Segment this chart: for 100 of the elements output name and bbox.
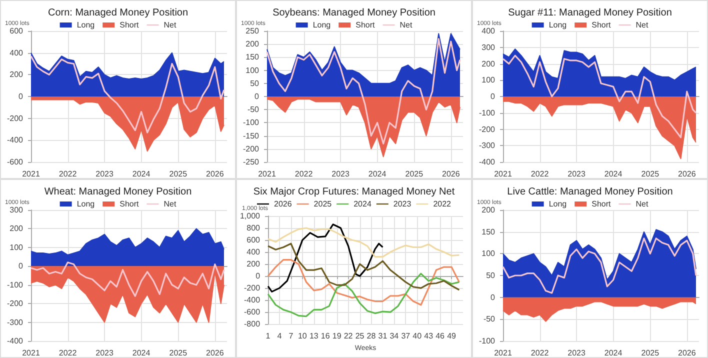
y-tick-label: 150: [482, 227, 496, 236]
legend-label: Net: [164, 20, 177, 30]
line-series: [267, 227, 460, 258]
x-tick-label: 2021: [494, 170, 512, 178]
x-tick-label: 40: [412, 332, 422, 341]
legend-label: 2023: [393, 200, 412, 208]
x-tick-label: 2024: [368, 170, 387, 178]
x-tick-label: 2021: [22, 348, 40, 358]
chart-title: Soybeans: Managed Money Position: [272, 8, 436, 18]
line-series: [267, 242, 460, 291]
y-tick-label: -100: [6, 280, 24, 290]
legend-label: Short: [120, 20, 140, 30]
x-tick-label: 2023: [96, 348, 114, 358]
x-tick-label: 19: [332, 332, 342, 341]
y-tick-label: 400: [10, 48, 24, 58]
line-series: [30, 55, 225, 134]
y-tick-label: -300: [478, 141, 496, 150]
x-tick-label: 22: [344, 332, 354, 341]
legend-label: Long: [548, 200, 567, 208]
y-tick-label: -100: [478, 336, 496, 346]
y-tick-label: -200: [242, 144, 260, 154]
line-series: [502, 54, 697, 138]
line-series: [267, 259, 460, 306]
x-tick-label: 1: [266, 332, 271, 341]
line-series: [30, 262, 225, 297]
x-tick-label: 46: [436, 332, 446, 341]
legend-label: Net: [636, 200, 649, 208]
legend-label: Long: [548, 20, 567, 30]
x-tick-label: 10: [298, 332, 308, 341]
y-tick-label: -150: [242, 131, 260, 140]
x-tick-label: 2021: [22, 170, 40, 178]
x-tick-label: 2025: [641, 170, 660, 178]
legend-label: Short: [120, 200, 140, 208]
line-series: [502, 238, 697, 294]
line-series: [266, 38, 461, 144]
y-tick-label: 200: [246, 260, 261, 269]
x-tick-label: 2021: [258, 170, 276, 178]
legend-label: Long: [312, 20, 331, 30]
legend-label: 2025: [314, 200, 332, 208]
y-tick-label: -400: [6, 136, 24, 145]
x-tick-label: 37: [401, 332, 411, 341]
x-tick-label: 2022: [530, 170, 550, 178]
y-tick-label: -600: [6, 158, 24, 166]
y-tick-label: 0: [18, 92, 24, 101]
x-tick-label: 2022: [58, 348, 78, 358]
x-tick-label: 34: [390, 332, 400, 341]
x-tick-label: 31: [378, 332, 388, 341]
y-tick-label: 600: [10, 26, 24, 36]
y-tick-label: 100: [246, 66, 260, 75]
y-tick-label: 400: [246, 248, 261, 257]
x-tick-label: 7: [288, 332, 294, 341]
x-tick-label: 2024: [604, 348, 623, 358]
x-tick-label: 2021: [494, 348, 512, 358]
line-series: [267, 272, 460, 318]
y-tick-label: 150: [246, 52, 260, 62]
y-tick-label: 0: [490, 292, 496, 302]
x-tick-label: 2022: [530, 348, 550, 358]
y-tick-label: 200: [10, 224, 24, 234]
legend-label: 2026: [274, 200, 292, 208]
x-tick-label: 2023: [96, 170, 114, 178]
x-tick-label: 2023: [568, 170, 586, 178]
chart-title: Sugar #11: Managed Money Position: [508, 8, 672, 18]
x-tick-label: 25: [355, 332, 365, 341]
y-tick-label: 0: [254, 92, 260, 101]
legend-label: Net: [400, 20, 413, 30]
x-tick-label: 49: [447, 332, 457, 341]
y-tick-label: -400: [244, 296, 261, 305]
x-tick-label: 2026: [206, 348, 224, 358]
y-tick-label: -200: [6, 299, 24, 308]
y-tick-label: 100: [482, 76, 496, 85]
y-tick-label: 300: [10, 206, 24, 214]
x-tick-label: 2023: [568, 348, 586, 358]
y-tick-label: 200: [482, 206, 496, 214]
x-tick-label: 2026: [442, 170, 460, 178]
x-tick-label: 2025: [169, 170, 188, 178]
y-tick-label: 250: [246, 26, 260, 36]
y-tick-label: 200: [246, 40, 260, 49]
x-tick-label: 2022: [294, 170, 314, 178]
y-tick-label: -300: [6, 318, 24, 327]
x-tick-label: 2023: [332, 170, 350, 178]
y-tick-label: 50: [486, 271, 496, 280]
x-tick-label: 2022: [58, 170, 78, 178]
x-tick-label: 2026: [678, 348, 696, 358]
y-tick-label: 200: [10, 70, 24, 80]
chart-title: Live Cattle: Managed Money Position: [507, 186, 673, 198]
y-tick-label: -100: [242, 118, 260, 128]
y-tick-label: 0: [18, 262, 24, 271]
legend-label: 2024: [354, 200, 372, 208]
y-tick-label: -250: [242, 158, 260, 166]
x-tick-label: 16: [320, 332, 330, 341]
y-tick-label: 100: [482, 249, 496, 258]
y-tick-label: 800: [246, 224, 261, 233]
legend-label: Net: [164, 200, 177, 208]
x-tick-label: 4: [277, 332, 282, 341]
x-tick-label: 28: [366, 332, 376, 341]
legend-label: Net: [636, 20, 649, 30]
y-tick-label: -100: [478, 108, 496, 118]
chart-title: Wheat: Managed Money Position: [44, 186, 192, 198]
x-tick-label: 2025: [405, 170, 424, 178]
line-series: [267, 224, 384, 292]
